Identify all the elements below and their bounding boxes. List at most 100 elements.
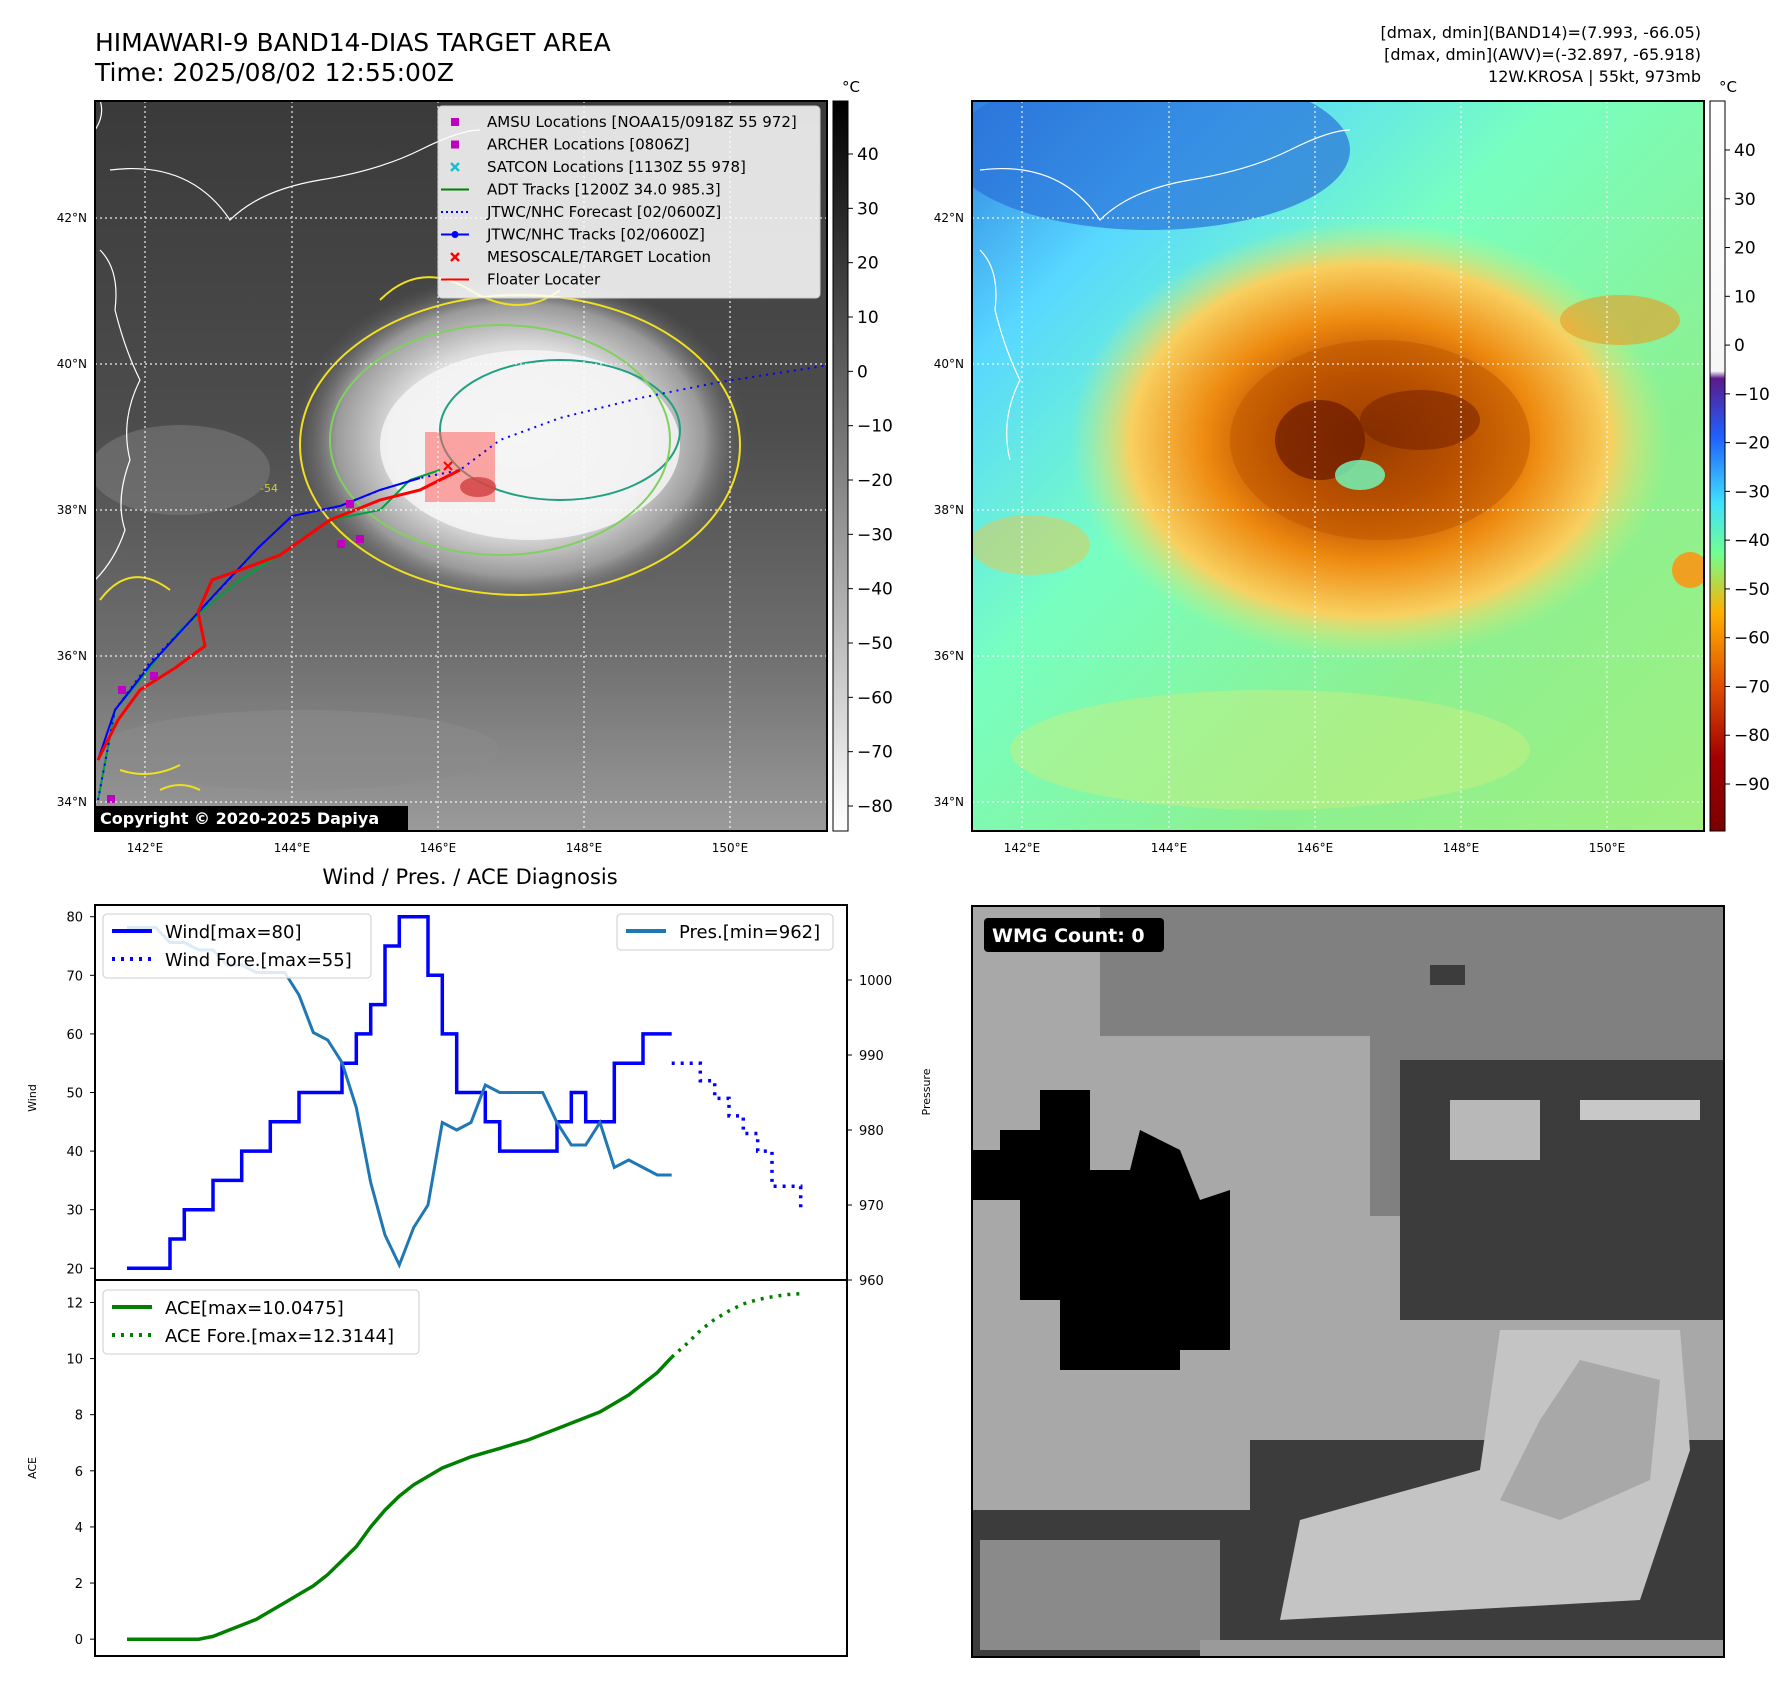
ir-legend-item: Floater Locater: [441, 271, 601, 289]
lon-tick: 148°E: [566, 841, 603, 855]
legend-ace: ACE[max=10.0475]: [165, 1298, 344, 1319]
wmg-frame: [971, 905, 1725, 1658]
wv-map-frame: [971, 100, 1705, 832]
colorbar-tick-label: −30: [1734, 482, 1770, 502]
colorbar-tick-label: 0: [1734, 336, 1745, 356]
ir-legend-item: JTWC/NHC Tracks [02/0600Z]: [441, 226, 705, 244]
pressure-tick-label: 980: [859, 1124, 884, 1139]
wind-legend: Wind[max=80] Wind Fore.[max=55]: [102, 913, 372, 979]
pressure-axis-label: Pressure: [920, 1068, 933, 1115]
colorbar-tick-label: −10: [1734, 385, 1770, 405]
ir-map-panel: -54 Copyright © 2020-2025 Dapiya AMSU Lo…: [94, 100, 828, 832]
svg-text:-54: -54: [260, 482, 278, 495]
colorbar-tick-label: −70: [857, 743, 893, 763]
amsu-archer-markers: [107, 500, 364, 803]
colorbar-tick-label: −30: [857, 525, 893, 545]
lat-tick: 36°N: [934, 649, 964, 663]
ir-colorbar-unit: °C: [842, 78, 860, 96]
wv-lat-tick-labels: 42°N 40°N 38°N 36°N 34°N: [934, 211, 964, 809]
colorbar-tick-label: −80: [1734, 726, 1770, 746]
legend-square-marker: [451, 118, 459, 126]
diagnosis-chart-title: Wind / Pres. / ACE Diagnosis: [322, 865, 617, 889]
colorbar-tick-label: −60: [857, 688, 893, 708]
lon-tick: 150°E: [712, 841, 749, 855]
ace-tick-label: 12: [66, 1296, 83, 1311]
colorbar-tick-label: −90: [1734, 775, 1770, 795]
wind-tick-label: 20: [66, 1262, 83, 1277]
figure-subtitle-time: Time: 2025/08/02 12:55:00Z: [94, 58, 454, 87]
ir-legend-label: JTWC/NHC Tracks [02/0600Z]: [486, 226, 705, 244]
ace-axis-label: ACE: [26, 1457, 39, 1479]
info-storm-id: 12W.KROSA | 55kt, 973mb: [1488, 67, 1701, 86]
ir-map-frame: [94, 100, 828, 832]
lat-tick: 42°N: [57, 211, 87, 225]
wv-colorbar-unit: °C: [1719, 78, 1737, 96]
ir-legend-label: ARCHER Locations [0806Z]: [487, 136, 690, 154]
ir-legend-label: MESOSCALE/TARGET Location: [487, 248, 711, 266]
wv-colorbar: °C 40 30 20 10 0 −10 −20 −30 −40 −50 −60 −70 −80 −90: [1709, 78, 1770, 832]
colorbar-tick-label: 30: [857, 199, 879, 219]
colorbar-tick-label: −50: [1734, 580, 1770, 600]
floater-locater-track: [96, 468, 461, 761]
ace-tick-label: 2: [75, 1577, 83, 1592]
ace-tick-label: 6: [75, 1465, 83, 1480]
ir-lon-tick-labels: 142°E 144°E 146°E 148°E 150°E: [127, 841, 749, 855]
ace-tick-label: 4: [75, 1521, 83, 1536]
ir-lat-tick-labels: 42°N 40°N 38°N 36°N 34°N: [57, 211, 87, 809]
pressure-legend: Pres.[min=962]: [616, 913, 834, 951]
coastline-honshu: [95, 249, 141, 581]
lon-tick: 146°E: [420, 841, 457, 855]
ace-tick-label: 10: [66, 1353, 83, 1368]
ir-contour-54: [439, 359, 681, 501]
lon-tick: 142°E: [1004, 841, 1041, 855]
colorbar-tick-label: −80: [857, 797, 893, 817]
lon-tick: 144°E: [1151, 841, 1188, 855]
pressure-tick-label: 990: [859, 1049, 884, 1064]
legend-pressure: Pres.[min=962]: [679, 922, 820, 943]
lon-tick: 142°E: [127, 841, 164, 855]
figure-title: HIMAWARI-9 BAND14-DIAS TARGET AREA: [95, 28, 611, 57]
lon-tick: 148°E: [1443, 841, 1480, 855]
wmg-count-label: WMG Count: 0: [992, 925, 1145, 947]
colorbar-tick-label: 10: [857, 308, 879, 328]
colorbar-tick-label: 30: [1734, 190, 1756, 210]
ir-legend-item: ARCHER Locations [0806Z]: [451, 136, 690, 154]
colorbar-tick-label: 40: [857, 145, 879, 165]
wind-tick-label: 30: [66, 1204, 83, 1219]
wind-series-line: [514, 1032, 672, 1153]
colorbar-tick-label: 20: [1734, 239, 1756, 259]
coastline-hokkaido: [95, 101, 481, 221]
lat-tick: 34°N: [57, 795, 87, 809]
ace-tick-label: 8: [75, 1409, 83, 1424]
legend-ace-forecast: ACE Fore.[max=12.3144]: [165, 1326, 394, 1347]
wv-coastline: [979, 129, 1351, 221]
lat-tick: 36°N: [57, 649, 87, 663]
ir-legend: AMSU Locations [NOAA15/0918Z 55 972] ARCH…: [437, 105, 821, 299]
ir-colorbar: °C 40 30 20 10 0 −10 −20 −30 −40 −50 −60 −70 −80: [832, 78, 893, 832]
wind-series-line: [127, 914, 514, 1271]
ir-legend-item: JTWC/NHC Forecast [02/0600Z]: [441, 203, 721, 221]
wv-map-panel: [971, 100, 1705, 832]
copyright-text: Copyright © 2020-2025 Dapiya: [100, 809, 379, 828]
pressure-tick-label: 970: [859, 1199, 884, 1214]
wind-tick-label: 50: [66, 1087, 83, 1102]
legend-square-marker: [451, 140, 459, 149]
colorbar-tick-label: −60: [1734, 629, 1770, 649]
ace-legend: ACE[max=10.0475] ACE Fore.[max=12.3144]: [102, 1289, 420, 1355]
lat-tick: 40°N: [57, 357, 87, 371]
wv-lon-tick-labels: 142°E 144°E 146°E 148°E 150°E: [1004, 841, 1626, 855]
wind-tick-label: 40: [66, 1145, 83, 1160]
colorbar-tick-label: −40: [857, 580, 893, 600]
pressure-tick-label: 1000: [859, 974, 892, 989]
copyright-box: [96, 806, 408, 830]
colorbar-tick-label: 10: [1734, 287, 1756, 307]
wind-tick-label: 60: [66, 1028, 83, 1043]
colorbar-tick-label: −20: [1734, 434, 1770, 454]
info-band14-range: [dmax, dmin](BAND14)=(7.993, -66.05): [1381, 23, 1702, 42]
ace-series-line: [127, 1356, 673, 1641]
colorbar-tick-label: −70: [1734, 677, 1770, 697]
colorbar-tick-label: −40: [1734, 531, 1770, 551]
lat-tick: 38°N: [57, 503, 87, 517]
colorbar-tick-label: 0: [857, 362, 868, 382]
